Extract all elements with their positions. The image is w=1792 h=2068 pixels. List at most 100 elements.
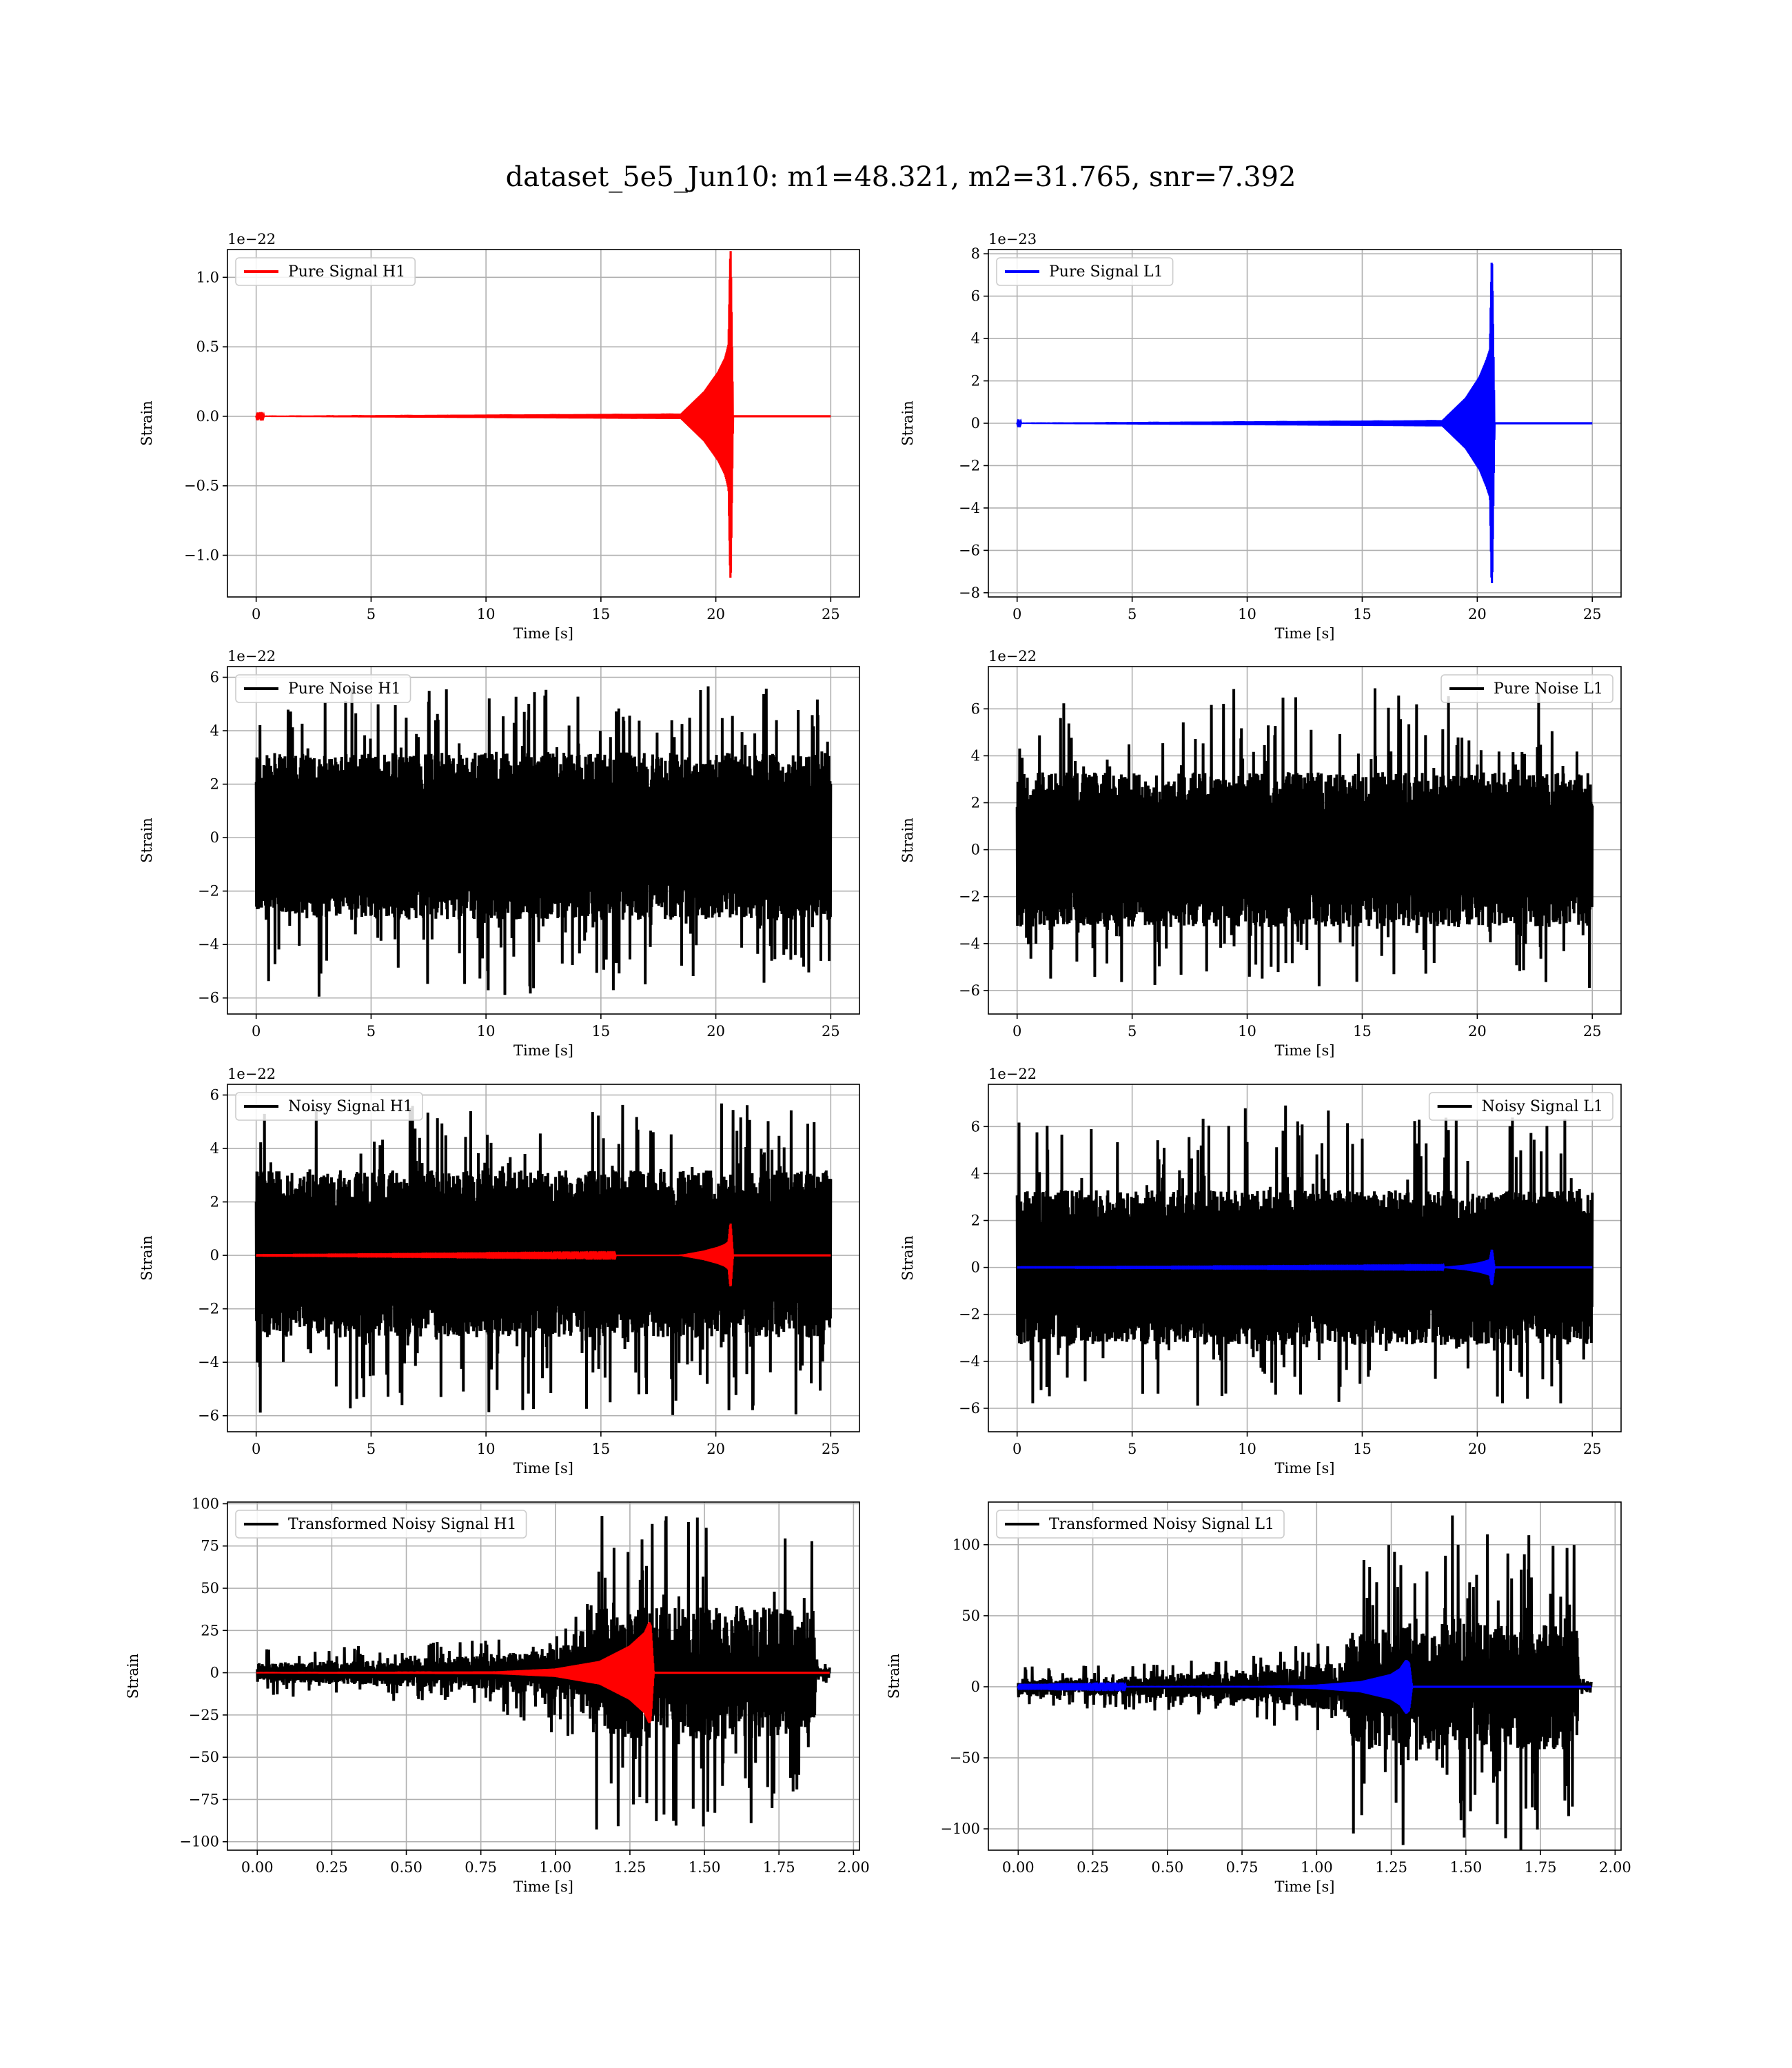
axes-frame (227, 666, 860, 1015)
x-tick-label: 0.25 (1077, 1859, 1109, 1876)
panel-transformed-noisy-signal-h1: 0.00 0.25 0.50 0.75 1.00 1.25 1.50 1.75 2.00 −100… (125, 1495, 870, 1895)
panel-pure-signal-h1: 0 5 10 15 20 25 −1.0 −0.5 0.0 0.5 1.0 Time [s] Strai… (139, 231, 860, 642)
legend: Transformed Noisy Signal H1 (235, 1510, 527, 1539)
axes-frame (227, 1501, 860, 1851)
y-tick-label: −6 (959, 542, 980, 558)
y-axis-label: Strain (899, 1235, 916, 1281)
legend: Pure Noise H1 (235, 674, 411, 703)
y-tick-label: −0.5 (184, 478, 219, 494)
x-tick-label: 25 (1583, 1441, 1602, 1457)
x-tick-label: 0 (252, 1023, 261, 1040)
x-tick-label: 0 (1012, 1441, 1021, 1457)
x-axis-label: Time [s] (513, 1878, 573, 1895)
x-tick-label: 0.75 (1226, 1859, 1259, 1876)
y-tick-label: 2 (971, 1213, 980, 1229)
y-tick-label: 0 (210, 1665, 219, 1681)
y-tick-label: 2 (210, 1194, 219, 1210)
series-line (1015, 1105, 1594, 1406)
y-tick-label: 0 (971, 415, 980, 432)
y-tick-label: 50 (201, 1580, 219, 1596)
y-axis-label: Strain (139, 818, 155, 863)
y-tick-label: 0 (210, 829, 219, 846)
y-tick-label: −100 (940, 1821, 980, 1837)
x-axis-label: Time [s] (1275, 1878, 1335, 1895)
y-tick-label: −50 (950, 1750, 980, 1766)
y-tick-label: 0.5 (196, 338, 219, 355)
y-tick-label: 100 (953, 1537, 980, 1553)
y-offset-label: 1e−22 (988, 1066, 1037, 1082)
x-tick-label: 0 (252, 606, 261, 622)
y-tick-label: −4 (959, 500, 980, 516)
y-tick-label: −2 (198, 1301, 219, 1317)
series-line (256, 1622, 830, 1723)
y-tick-label: −6 (959, 1400, 980, 1417)
y-tick-label: 6 (971, 700, 980, 717)
x-tick-label: 0.00 (241, 1859, 274, 1876)
x-tick-label: 0 (1012, 606, 1021, 622)
x-tick-label: 20 (1468, 1441, 1487, 1457)
x-tick-label: 15 (1353, 1023, 1372, 1040)
plot-area (1016, 262, 1593, 584)
x-tick-label: 1.00 (539, 1859, 571, 1876)
legend-label: Noisy Signal H1 (288, 1098, 413, 1115)
y-tick-label: 4 (971, 330, 980, 347)
y-axis-label: Strain (899, 401, 916, 446)
y-tick-label: 100 (192, 1495, 219, 1512)
y-tick-label: −75 (189, 1791, 219, 1807)
x-tick-label: 2.00 (837, 1859, 870, 1876)
x-tick-label: 20 (706, 1441, 725, 1457)
panel-pure-signal-l1: 0 5 10 15 20 25 −8 −6 −4 −2 0 2 4 6 8 Time [s] Strain 1e−… (899, 231, 1622, 642)
x-tick-label: 15 (1353, 606, 1372, 622)
y-tick-label: −2 (959, 457, 980, 474)
y-tick-label: −4 (198, 1354, 219, 1370)
y-tick-label: −50 (189, 1749, 219, 1765)
legend: Pure Signal L1 (996, 257, 1174, 286)
y-tick-label: −6 (198, 990, 219, 1006)
y-tick-label: 4 (210, 1140, 219, 1157)
y-tick-label: 6 (971, 1118, 980, 1135)
legend-box (996, 1510, 1285, 1539)
x-axis-label: Time [s] (513, 625, 573, 642)
y-tick-label: 1.0 (196, 269, 219, 285)
axes-frame (988, 666, 1622, 1015)
legend-box (235, 1092, 423, 1121)
plot-area (1015, 688, 1594, 989)
axes-frame (988, 1501, 1622, 1851)
x-tick-label: 5 (1128, 1441, 1137, 1457)
y-tick-label: 2 (971, 795, 980, 811)
x-tick-label: 2.00 (1599, 1859, 1631, 1876)
plot-area (254, 1103, 833, 1415)
y-tick-label: 75 (201, 1538, 219, 1554)
y-axis-label: Strain (139, 401, 155, 446)
x-tick-label: 5 (367, 1023, 376, 1040)
x-axis-label: Time [s] (1275, 1042, 1335, 1059)
y-tick-label: 2 (971, 373, 980, 389)
y-tick-label: −100 (179, 1834, 219, 1850)
x-axis-label: Time [s] (513, 1042, 573, 1059)
series-line (1017, 1660, 1591, 1714)
legend: Pure Signal H1 (235, 257, 416, 286)
y-tick-label: 4 (210, 722, 219, 739)
y-tick-label: −8 (959, 585, 980, 601)
y-tick-label: −4 (198, 936, 219, 953)
x-tick-label: 20 (706, 1023, 725, 1040)
y-tick-label: −2 (959, 1306, 980, 1323)
legend-box (235, 257, 416, 286)
x-tick-label: 20 (706, 606, 725, 622)
x-tick-label: 1.25 (614, 1859, 646, 1876)
x-axis-label: Time [s] (1275, 1460, 1335, 1477)
x-tick-label: 10 (1238, 1441, 1256, 1457)
legend: Noisy Signal H1 (235, 1092, 423, 1121)
legend-label: Pure Noise H1 (288, 680, 401, 698)
series-line (255, 1223, 831, 1287)
x-tick-label: 20 (1468, 606, 1487, 622)
x-tick-label: 0.00 (1002, 1859, 1035, 1876)
series-line (1015, 688, 1594, 989)
x-tick-label: 0 (252, 1441, 261, 1457)
x-axis-label: Time [s] (1275, 625, 1335, 642)
x-tick-label: 0.50 (390, 1859, 422, 1876)
legend-box (235, 1510, 527, 1539)
figure-title: dataset_5e5_Jun10: m1=48.321, m2=31.765,… (506, 161, 1296, 193)
x-tick-label: 5 (1128, 1023, 1137, 1040)
series-line (255, 251, 831, 578)
